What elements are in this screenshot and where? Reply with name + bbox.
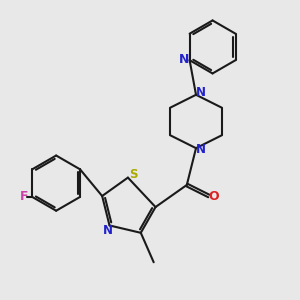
Text: N: N: [196, 143, 206, 157]
Text: N: N: [196, 86, 206, 100]
Text: S: S: [129, 168, 138, 181]
Text: N: N: [103, 224, 113, 237]
Text: F: F: [20, 190, 28, 203]
Text: O: O: [208, 190, 219, 202]
Text: N: N: [179, 53, 190, 66]
